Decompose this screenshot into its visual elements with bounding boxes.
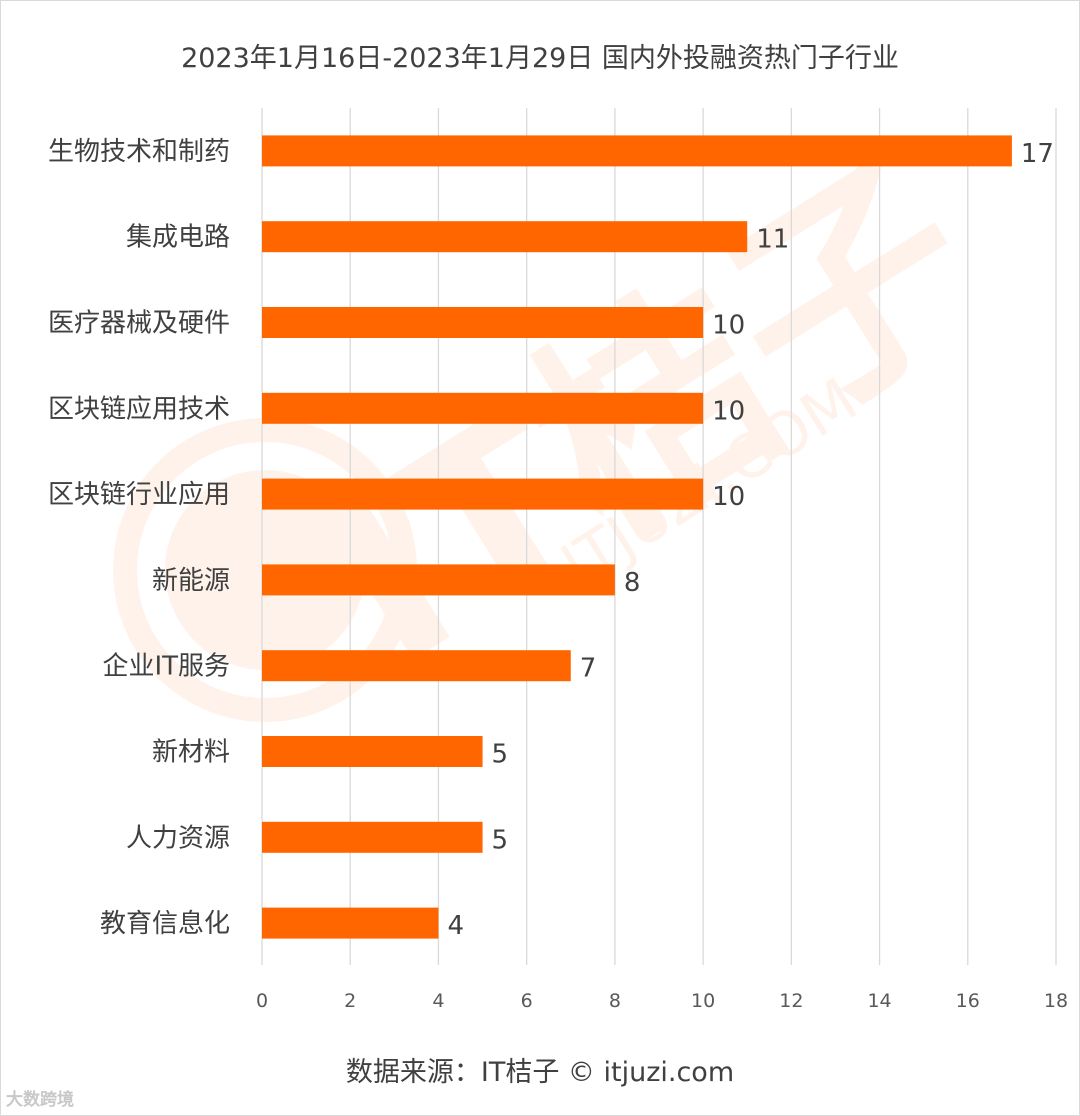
value-label: 10 [712,482,745,512]
category-label: 生物技术和制药 [48,137,230,167]
x-tick-label: 6 [521,990,533,1012]
category-label: 新材料 [152,738,230,768]
bar [262,221,748,253]
value-label: 5 [492,825,509,855]
category-label: 教育信息化 [100,909,230,939]
value-label: 10 [712,396,745,426]
x-tick-label: 12 [779,990,803,1012]
value-label: 17 [1021,139,1054,169]
category-label: 区块链行业应用 [48,480,230,510]
bar [262,392,704,424]
value-label: 8 [624,568,641,598]
category-label: 医疗器械及硬件 [48,309,230,339]
category-label: 新能源 [152,566,230,596]
category-label: 人力资源 [126,823,230,853]
x-tick-label: 18 [1044,990,1068,1012]
brand-mark: 大数跨境 [6,1090,74,1110]
x-tick-label: 10 [691,990,715,1012]
bar [262,307,704,338]
category-label: 企业IT服务 [102,652,230,682]
bar [262,821,483,853]
source-note: 数据来源：IT桔子 © itjuzi.com [345,1057,735,1088]
category-label: 区块链应用技术 [48,394,230,424]
value-label: 7 [580,654,597,684]
x-tick-label: 0 [256,990,268,1012]
x-tick-label: 16 [956,990,980,1012]
x-tick-label: 4 [432,990,444,1012]
category-label: 集成电路 [126,223,230,253]
value-label: 10 [712,311,745,341]
bar [262,564,615,596]
bar [262,650,571,682]
chart-title: 2023年1月16日-2023年1月29日 国内外投融资热门子行业 [181,43,899,74]
bar [262,907,439,939]
x-tick-label: 8 [609,990,621,1012]
value-label: 11 [756,225,789,255]
value-label: 5 [492,740,509,770]
bar [262,736,483,767]
bar [262,478,704,510]
x-tick-label: 14 [867,990,891,1012]
value-label: 4 [447,911,464,941]
bar [262,135,1012,167]
x-tick-label: 2 [344,990,356,1012]
